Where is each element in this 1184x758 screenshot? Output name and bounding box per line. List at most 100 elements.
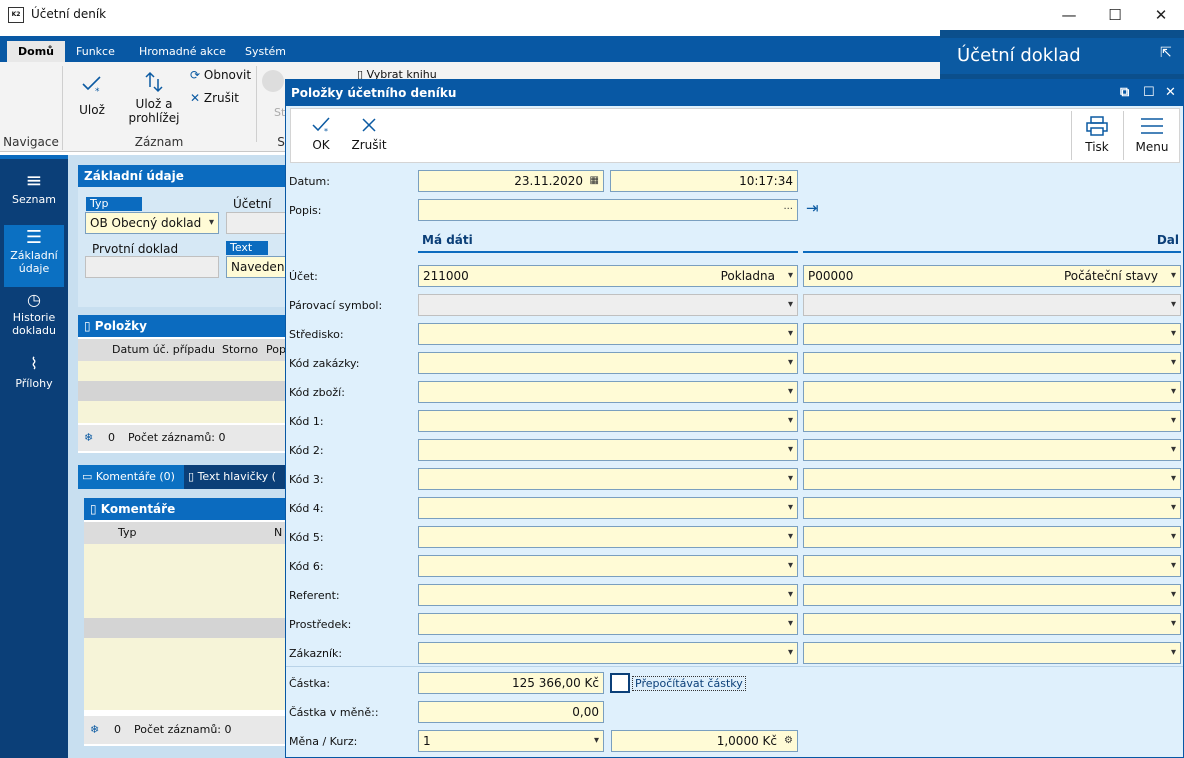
dropdown-icon[interactable]: ▾: [1170, 415, 1176, 426]
restore-icon[interactable]: ⧉: [1120, 85, 1130, 100]
ucetni-field[interactable]: [226, 212, 288, 234]
md-row-field[interactable]: ▾: [418, 555, 798, 577]
dal-ucet-field[interactable]: P00000 Počáteční stavy ▾: [803, 265, 1181, 287]
prepocitat-checkbox[interactable]: [610, 673, 630, 693]
dropdown-icon[interactable]: ▾: [787, 386, 793, 397]
vybrat-knihu-button[interactable]: ▯ Vybrat knihu: [357, 68, 437, 81]
dropdown-icon[interactable]: ▾: [1170, 444, 1176, 455]
zrusit-ribbon-button[interactable]: ✕ Zrušit: [190, 91, 239, 105]
nav-prilohy[interactable]: ⌇ Přílohy: [4, 349, 64, 411]
md-row-field[interactable]: ▾: [418, 410, 798, 432]
maximize-icon[interactable]: ☐: [1143, 85, 1155, 100]
dropdown-icon[interactable]: ▾: [787, 444, 793, 455]
md-row-field[interactable]: ▾: [418, 642, 798, 664]
dal-row-field[interactable]: ▾: [803, 381, 1181, 403]
dropdown-icon[interactable]: ▾: [1170, 560, 1176, 571]
popout-icon[interactable]: ⇱: [1160, 45, 1172, 61]
nav-historie-dokladu[interactable]: ◷ Historie dokladu: [4, 287, 64, 349]
prvotni-field[interactable]: [85, 256, 219, 278]
filter-icon[interactable]: ❄: [84, 431, 94, 444]
castka-field[interactable]: 125 366,00 Kč: [418, 672, 604, 694]
dropdown-icon[interactable]: ▾: [787, 531, 793, 542]
md-row-field[interactable]: ▾: [418, 497, 798, 519]
kurz-field[interactable]: 1,0000 Kč ⚙: [611, 730, 798, 752]
tab-domu[interactable]: Domů: [7, 41, 65, 62]
md-row-field[interactable]: ▾: [418, 439, 798, 461]
popis-field[interactable]: ···: [418, 199, 798, 221]
maximize-button[interactable]: ☐: [1108, 6, 1122, 24]
dropdown-icon[interactable]: ▾: [787, 328, 793, 339]
dal-row-field[interactable]: ▾: [803, 294, 1181, 316]
dropdown-icon[interactable]: ▾: [787, 415, 793, 426]
dal-row-field[interactable]: ▾: [803, 555, 1181, 577]
table-row[interactable]: [78, 401, 288, 423]
dal-row-field[interactable]: ▾: [803, 642, 1181, 664]
mena-field[interactable]: 1 ▾: [418, 730, 604, 752]
cas-field[interactable]: 10:17:34: [610, 170, 798, 192]
table-row[interactable]: [78, 361, 288, 381]
dropdown-icon[interactable]: ▾: [1170, 270, 1176, 281]
tab-funkce[interactable]: Funkce: [76, 45, 115, 58]
tab-text-hlavicky[interactable]: ▯ Text hlavičky (: [184, 465, 288, 489]
dal-row-field[interactable]: ▾: [803, 497, 1181, 519]
dropdown-icon[interactable]: ▾: [787, 589, 793, 600]
filter-icon[interactable]: ❄: [90, 723, 100, 736]
md-row-field[interactable]: ▾: [418, 294, 798, 316]
dropdown-icon[interactable]: ▾: [787, 502, 793, 513]
dal-row-field[interactable]: ▾: [803, 526, 1181, 548]
md-row-field[interactable]: ▾: [418, 323, 798, 345]
close-button[interactable]: ✕: [1154, 6, 1168, 24]
minimize-button[interactable]: —: [1061, 6, 1077, 24]
dropdown-icon[interactable]: ▾: [787, 357, 793, 368]
dal-row-field[interactable]: ▾: [803, 613, 1181, 635]
menu-button[interactable]: Menu: [1133, 115, 1171, 154]
text-field[interactable]: Navedení: [226, 256, 288, 278]
dropdown-icon[interactable]: ▾: [1170, 502, 1176, 513]
dropdown-icon[interactable]: ▾: [593, 735, 599, 746]
dropdown-icon[interactable]: ▾: [1170, 647, 1176, 658]
dal-row-field[interactable]: ▾: [803, 323, 1181, 345]
md-row-field[interactable]: ▾: [418, 584, 798, 606]
gear-icon[interactable]: ⚙: [784, 735, 793, 746]
dropdown-icon[interactable]: ▾: [1170, 618, 1176, 629]
obnovit-button[interactable]: ⟳ Obnovit: [190, 68, 251, 82]
md-row-field[interactable]: ▾: [418, 468, 798, 490]
uloz-button[interactable]: * Ulož: [70, 72, 114, 117]
md-row-field[interactable]: ▾: [418, 352, 798, 374]
table-row[interactable]: [78, 381, 288, 401]
table-row[interactable]: [84, 618, 288, 638]
datum-field[interactable]: 23.11.2020 ▦: [418, 170, 604, 192]
prepocitat-label[interactable]: Přepočítávat částky: [632, 676, 746, 691]
dropdown-icon[interactable]: ▾: [1170, 386, 1176, 397]
nav-zakladni-udaje[interactable]: ☰ Základní údaje: [4, 225, 64, 287]
tab-system[interactable]: Systém: [245, 45, 287, 58]
ellipsis-button[interactable]: ···: [783, 204, 793, 215]
dal-row-field[interactable]: ▾: [803, 352, 1181, 374]
col-n[interactable]: N: [274, 526, 283, 539]
dal-row-field[interactable]: ▾: [803, 584, 1181, 606]
dropdown-icon[interactable]: ▾: [1170, 299, 1176, 310]
tab-hromadne-akce[interactable]: Hromadné akce: [139, 45, 226, 58]
castka-mene-field[interactable]: 0,00: [418, 701, 604, 723]
dropdown-icon[interactable]: ▾: [787, 473, 793, 484]
ok-button[interactable]: * OK: [305, 115, 337, 152]
dal-row-field[interactable]: ▾: [803, 410, 1181, 432]
dropdown-icon[interactable]: ▾: [1170, 589, 1176, 600]
col-storno[interactable]: Storno: [222, 343, 259, 356]
col-pop[interactable]: Pop: [266, 343, 286, 356]
tab-komentare[interactable]: ▭ Komentáře (0): [78, 465, 190, 489]
typ-select[interactable]: OB Obecný doklad ▾: [85, 212, 219, 234]
md-row-field[interactable]: ▾: [418, 613, 798, 635]
dal-row-field[interactable]: ▾: [803, 468, 1181, 490]
table-row[interactable]: [84, 544, 288, 618]
md-row-field[interactable]: ▾: [418, 526, 798, 548]
dropdown-icon[interactable]: ▾: [1170, 473, 1176, 484]
nav-seznam[interactable]: ≡ Seznam: [4, 163, 64, 225]
tisk-button[interactable]: Tisk: [1079, 115, 1115, 154]
col-datum[interactable]: Datum úč. případu: [112, 343, 215, 356]
zrusit-button[interactable]: Zrušit: [351, 115, 387, 152]
md-row-field[interactable]: ▾: [418, 381, 798, 403]
calendar-icon[interactable]: ▦: [589, 175, 599, 186]
close-icon[interactable]: ✕: [1165, 85, 1176, 100]
dropdown-icon[interactable]: ▾: [787, 270, 793, 281]
